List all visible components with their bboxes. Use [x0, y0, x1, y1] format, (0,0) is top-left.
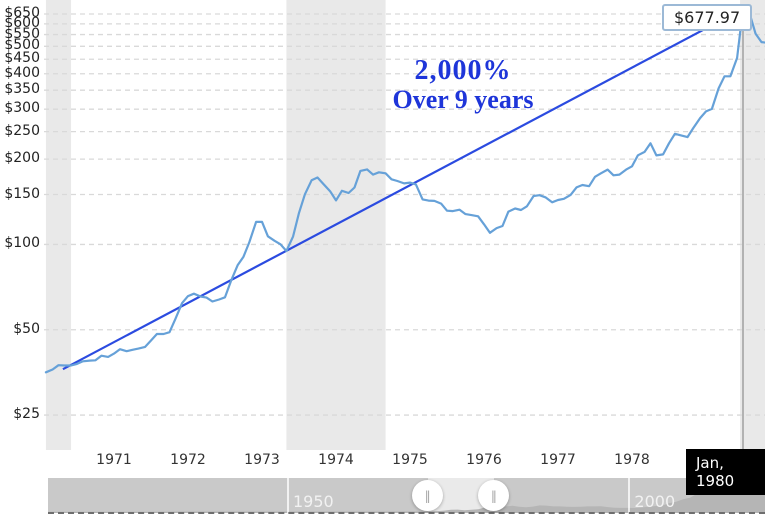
timeline-slider[interactable]: ‖ ‖ 1950 2000	[48, 478, 765, 513]
y-axis-label: $600	[4, 14, 40, 31]
y-axis-label: $25	[13, 406, 40, 423]
x-axis-label: 1975	[392, 452, 428, 468]
slider-year-label: 2000	[634, 492, 676, 511]
y-axis-label: $500	[4, 37, 40, 54]
annotation-percent: 2,000%	[414, 55, 512, 86]
y-axis-label: $350	[4, 81, 40, 98]
price-tooltip: $677.97	[662, 4, 753, 31]
plot-area[interactable]	[0, 0, 765, 478]
y-axis-label: $250	[4, 122, 40, 139]
slider-gridline	[628, 478, 631, 513]
drag-handle-icon: ‖	[424, 488, 431, 503]
y-axis-label: $450	[4, 50, 40, 67]
drag-handle-icon: ‖	[490, 488, 497, 503]
y-axis-label: $150	[4, 185, 40, 202]
slider-baseline	[48, 512, 765, 514]
annotation-duration: Over 9 years	[392, 85, 534, 114]
growth-annotation: 2,000% Over 9 years	[368, 56, 558, 114]
y-axis-label: $550	[4, 25, 40, 42]
y-axis-label: $400	[4, 64, 40, 81]
gold-price-line	[44, 7, 765, 374]
sparkline-area	[48, 486, 765, 513]
x-axis-label: 1977	[540, 452, 576, 468]
x-axis-label: 1974	[318, 452, 354, 468]
recession-band	[45, 0, 72, 450]
y-axis-label: $100	[4, 235, 40, 252]
y-axis-label: $50	[13, 320, 40, 337]
x-axis-label: 1978	[614, 452, 650, 468]
x-axis-label: 1971	[96, 452, 132, 468]
x-axis: 1971 1972 1973 1974 1975 1976 1977 1978	[0, 452, 765, 472]
y-axis-label: $200	[4, 150, 40, 167]
x-axis-label: 1976	[466, 452, 502, 468]
slider-year-label: 1950	[293, 492, 334, 511]
x-axis-label: 1973	[244, 452, 280, 468]
recession-band	[740, 0, 765, 450]
slider-gridline	[287, 478, 289, 513]
sparkline-minichart	[48, 486, 765, 513]
trend-line	[62, 7, 744, 371]
date-tooltip: Jan, 1980	[686, 449, 765, 495]
y-axis-label: $650	[4, 5, 40, 21]
y-axis-label: $300	[4, 100, 40, 117]
x-axis-label: 1972	[170, 452, 206, 468]
slider-handle-right[interactable]: ‖	[478, 480, 510, 511]
slider-handle-left[interactable]: ‖	[412, 480, 444, 511]
